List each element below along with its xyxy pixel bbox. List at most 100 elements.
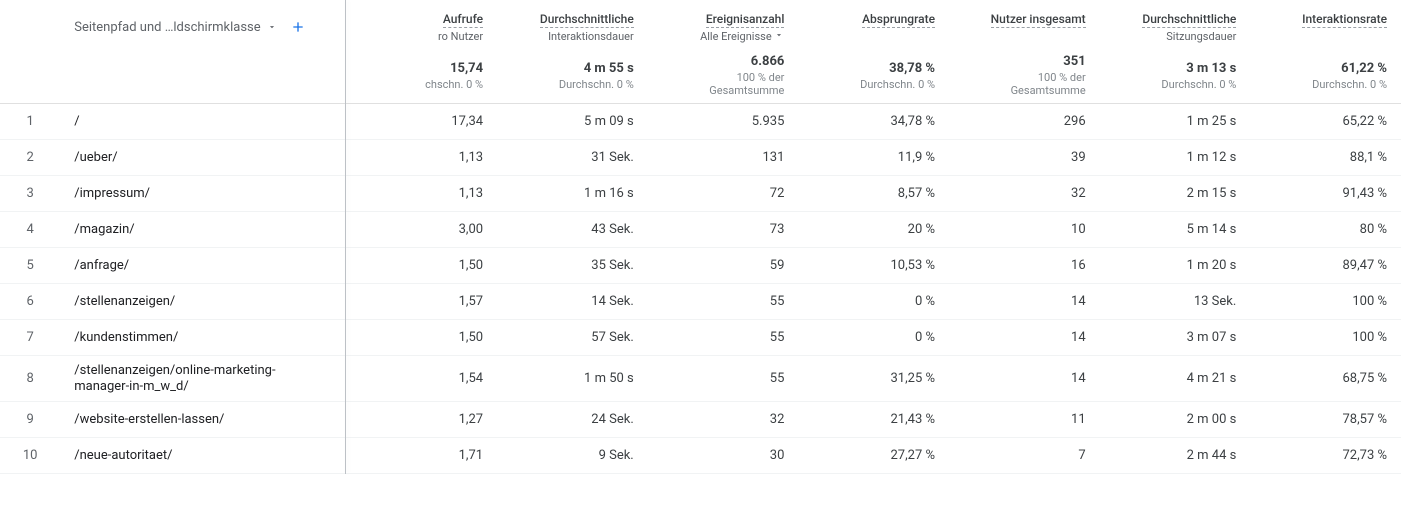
column-header[interactable]: EreignisanzahlAlle Ereignisse	[648, 0, 799, 54]
page-path-cell[interactable]: /website-erstellen-lassen/	[60, 402, 346, 438]
row-index: 9	[0, 402, 60, 438]
summary-value: 4 m 55 s	[511, 61, 634, 76]
summary-compare: Durchschn. 0 %	[1264, 78, 1387, 91]
column-subtitle: Interaktionsdauer	[511, 29, 634, 44]
summary-cell: 61,22 % Durchschn. 0 %	[1250, 54, 1401, 104]
dimension-header[interactable]: Seitenpfad und …ldschirmklasse	[60, 0, 346, 54]
metric-cell: 14	[949, 284, 1100, 320]
row-index: 3	[0, 176, 60, 212]
row-index: 10	[0, 438, 60, 474]
summary-value: 15,74	[360, 61, 483, 76]
table-body: 1/17,345 m 09 s5.93534,78 %2961 m 25 s65…	[0, 104, 1401, 474]
summary-cell: 3 m 13 s Durchschn. 0 %	[1100, 54, 1251, 104]
metric-cell: 55	[648, 320, 799, 356]
metric-cell: 10	[949, 212, 1100, 248]
plus-icon	[290, 19, 306, 35]
page-path-cell[interactable]: /anfrage/	[60, 248, 346, 284]
column-title: Durchschnittliche	[1142, 12, 1236, 28]
summary-value: 61,22 %	[1264, 61, 1387, 76]
table-row[interactable]: 5/anfrage/1,5035 Sek.5910,53 %161 m 20 s…	[0, 248, 1401, 284]
table-row[interactable]: 2/ueber/1,1331 Sek.13111,9 %391 m 12 s88…	[0, 140, 1401, 176]
table-row[interactable]: 8/stellenanzeigen/online-marketing-manag…	[0, 356, 1401, 402]
page-path-cell[interactable]: /neue-autoritaet/	[60, 438, 346, 474]
table-row[interactable]: 6/stellenanzeigen/1,5714 Sek.550 %1413 S…	[0, 284, 1401, 320]
page-path-cell[interactable]: /impressum/	[60, 176, 346, 212]
metric-cell: 32	[949, 176, 1100, 212]
metric-cell: 1 m 16 s	[497, 176, 648, 212]
metric-cell: 14	[949, 320, 1100, 356]
column-header[interactable]: DurchschnittlicheInteraktionsdauer	[497, 0, 648, 54]
row-index: 4	[0, 212, 60, 248]
metric-cell: 2 m 44 s	[1100, 438, 1251, 474]
summary-compare: Durchschn. 0 %	[511, 78, 634, 91]
page-path-cell[interactable]: /ueber/	[60, 140, 346, 176]
metric-cell: 1,50	[346, 248, 497, 284]
metric-cell: 4 m 21 s	[1100, 356, 1251, 402]
metric-cell: 59	[648, 248, 799, 284]
metric-cell: 0 %	[798, 284, 949, 320]
metric-cell: 31 Sek.	[497, 140, 648, 176]
chevron-down-icon	[774, 30, 784, 40]
metric-cell: 11,9 %	[798, 140, 949, 176]
summary-compare: 100 % der Gesamtsumme	[662, 71, 785, 97]
metric-cell: 5 m 14 s	[1100, 212, 1251, 248]
summary-cell: 351100 % der Gesamtsumme	[949, 54, 1100, 104]
page-path-cell[interactable]: /kundenstimmen/	[60, 320, 346, 356]
header-index	[0, 0, 60, 54]
row-index: 5	[0, 248, 60, 284]
metric-cell: 1,71	[346, 438, 497, 474]
metric-cell: 1 m 50 s	[497, 356, 648, 402]
metric-cell: 1,57	[346, 284, 497, 320]
table-row[interactable]: 3/impressum/1,131 m 16 s728,57 %322 m 15…	[0, 176, 1401, 212]
metric-cell: 1 m 25 s	[1100, 104, 1251, 140]
summary-compare: chschn. 0 %	[360, 78, 483, 91]
row-index: 7	[0, 320, 60, 356]
column-header[interactable]: DurchschnittlicheSitzungsdauer	[1100, 0, 1251, 54]
metric-cell: 131	[648, 140, 799, 176]
table-row[interactable]: 9/website-erstellen-lassen/1,2724 Sek.32…	[0, 402, 1401, 438]
metric-cell: 78,57 %	[1250, 402, 1401, 438]
metric-cell: 27,27 %	[798, 438, 949, 474]
column-title: Durchschnittliche	[540, 12, 634, 28]
column-title: Interaktionsrate	[1302, 12, 1387, 28]
column-header[interactable]: Interaktionsrate	[1250, 0, 1401, 54]
summary-value: 3 m 13 s	[1114, 61, 1237, 76]
metric-cell: 43 Sek.	[497, 212, 648, 248]
metric-cell: 10,53 %	[798, 248, 949, 284]
table-row[interactable]: 7/kundenstimmen/1,5057 Sek.550 %143 m 07…	[0, 320, 1401, 356]
column-subtitle: Alle Ereignisse	[662, 29, 785, 44]
metric-cell: 0 %	[798, 320, 949, 356]
metric-cell: 21,43 %	[798, 402, 949, 438]
row-index: 8	[0, 356, 60, 402]
metric-cell: 1 m 12 s	[1100, 140, 1251, 176]
table-row[interactable]: 4/magazin/3,0043 Sek.7320 %105 m 14 s80 …	[0, 212, 1401, 248]
metric-cell: 13 Sek.	[1100, 284, 1251, 320]
metric-cell: 296	[949, 104, 1100, 140]
analytics-table: Seitenpfad und …ldschirmklasse Aufrufero…	[0, 0, 1401, 474]
metric-cell: 11	[949, 402, 1100, 438]
column-header[interactable]: Absprungrate	[798, 0, 949, 54]
column-title: Nutzer insgesamt	[991, 12, 1086, 28]
metric-cell: 91,43 %	[1250, 176, 1401, 212]
add-dimension-button[interactable]	[287, 16, 309, 38]
summary-cell: 4 m 55 s Durchschn. 0 %	[497, 54, 648, 104]
metric-cell: 34,78 %	[798, 104, 949, 140]
metric-cell: 14	[949, 356, 1100, 402]
metric-cell: 24 Sek.	[497, 402, 648, 438]
summary-compare: Durchschn. 0 %	[1114, 78, 1237, 91]
metric-cell: 5.935	[648, 104, 799, 140]
table-row[interactable]: 1/17,345 m 09 s5.93534,78 %2961 m 25 s65…	[0, 104, 1401, 140]
column-header[interactable]: Nutzer insgesamt	[949, 0, 1100, 54]
column-header-row: Seitenpfad und …ldschirmklasse Aufrufero…	[0, 0, 1401, 54]
metric-cell: 31,25 %	[798, 356, 949, 402]
summary-value: 38,78 %	[812, 61, 935, 76]
page-path-cell[interactable]: /stellenanzeigen/	[60, 284, 346, 320]
metric-cell: 1,13	[346, 176, 497, 212]
metric-cell: 55	[648, 356, 799, 402]
table-row[interactable]: 10/neue-autoritaet/1,719 Sek.3027,27 %72…	[0, 438, 1401, 474]
column-header[interactable]: Aufrufero Nutzer	[346, 0, 497, 54]
page-path-cell[interactable]: /magazin/	[60, 212, 346, 248]
page-path-cell[interactable]: /stellenanzeigen/online-marketing-manage…	[60, 356, 346, 402]
metric-cell: 30	[648, 438, 799, 474]
page-path-cell[interactable]: /	[60, 104, 346, 140]
